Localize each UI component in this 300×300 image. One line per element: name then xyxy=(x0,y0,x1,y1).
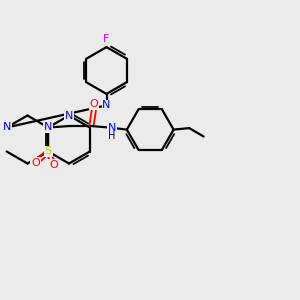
Text: H: H xyxy=(108,131,116,141)
Text: N: N xyxy=(108,123,116,133)
Text: N: N xyxy=(44,122,52,133)
Text: O: O xyxy=(89,99,98,109)
Text: O: O xyxy=(31,158,40,168)
Text: F: F xyxy=(103,34,110,44)
Text: N: N xyxy=(2,122,11,133)
Text: N: N xyxy=(102,100,111,110)
Text: S: S xyxy=(45,146,52,157)
Text: N: N xyxy=(65,110,73,121)
Text: O: O xyxy=(49,160,58,170)
